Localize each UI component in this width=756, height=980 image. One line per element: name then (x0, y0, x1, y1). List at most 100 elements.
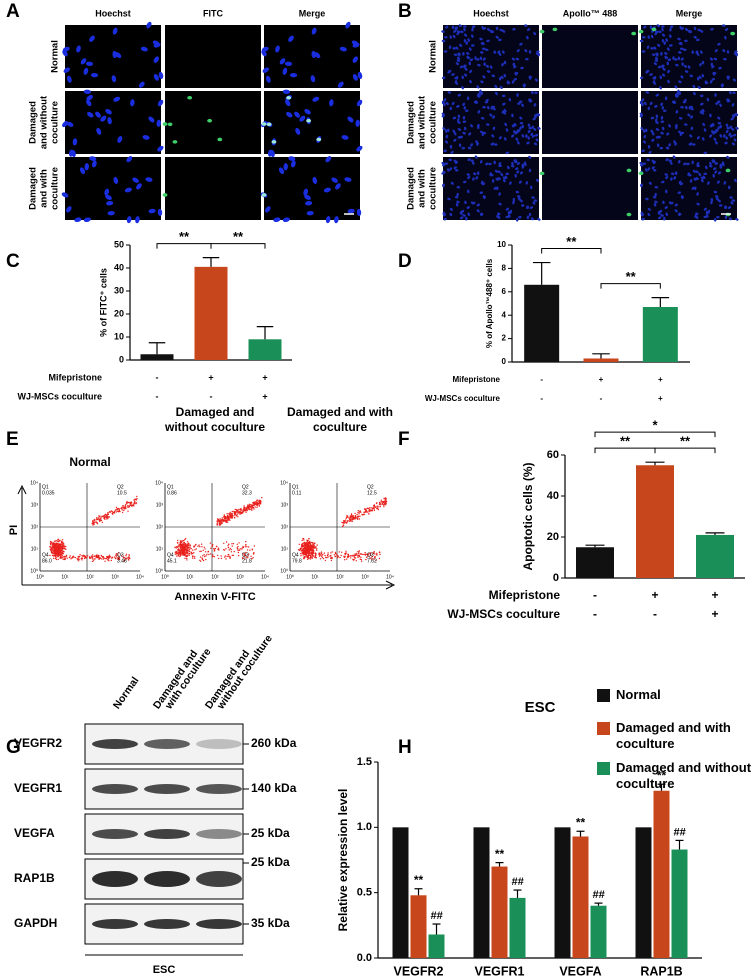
nucleus (516, 49, 520, 53)
x-tick-label: 10³ (111, 574, 119, 580)
nucleus (459, 43, 463, 47)
nucleus (445, 101, 449, 106)
micrograph (443, 157, 539, 220)
event-dot (307, 542, 310, 544)
nucleus (651, 166, 655, 170)
nucleus (282, 67, 288, 75)
nucleus (504, 175, 508, 179)
event-dot (230, 516, 232, 518)
nucleus (497, 212, 501, 216)
event-dot (322, 554, 324, 556)
event-dot (234, 516, 236, 519)
x-tick-label: 10⁰ (161, 574, 169, 580)
event-dot (303, 543, 305, 545)
event-dot (124, 558, 127, 560)
event-dot (128, 556, 130, 558)
nucleus (696, 162, 700, 166)
y-tick-label: 6 (502, 287, 507, 296)
nucleus (157, 208, 163, 217)
event-dot (101, 515, 103, 518)
nucleus (448, 158, 453, 162)
nucleus (731, 103, 735, 107)
nucleus (712, 174, 715, 178)
nucleus (528, 100, 533, 103)
quadrant-value: 0.035 (42, 490, 55, 496)
event-dot (184, 542, 187, 545)
nucleus (645, 91, 650, 94)
event-dot (373, 509, 376, 512)
event-dot (177, 539, 179, 542)
event-dot (195, 548, 197, 550)
event-dot (352, 518, 355, 520)
nucleus (532, 201, 536, 205)
nucleus (294, 111, 300, 118)
nucleus (722, 49, 726, 53)
event-dot (251, 504, 253, 506)
event-dot (65, 545, 67, 548)
event-dot (243, 553, 246, 555)
nucleus (729, 125, 733, 129)
micrograph (264, 157, 360, 220)
event-dot (227, 545, 229, 547)
event-dot (337, 556, 339, 558)
event-dot (302, 552, 305, 555)
nucleus (496, 186, 499, 191)
nucleus (711, 123, 715, 127)
blot-band (92, 919, 138, 929)
nucleus (442, 183, 445, 188)
nucleus (665, 146, 670, 150)
nucleus (470, 159, 474, 162)
event-dot (131, 505, 133, 507)
event-dot (204, 548, 206, 550)
nucleus (683, 123, 688, 126)
event-dot (359, 515, 361, 517)
nucleus (476, 209, 480, 213)
event-dot (116, 508, 119, 510)
event-dot (94, 558, 96, 560)
event-dot (190, 551, 192, 554)
nucleus (677, 89, 680, 94)
nucleus (687, 113, 691, 117)
x-tick-label: 10² (336, 574, 344, 580)
event-dot (104, 557, 106, 560)
nucleus (462, 102, 466, 107)
group-label: ESC (153, 964, 176, 976)
event-dot (55, 556, 57, 559)
nucleus (278, 167, 285, 175)
y-tick-label: 40 (114, 262, 124, 272)
condition-value: - (593, 588, 597, 602)
event-dot (309, 558, 312, 560)
nucleus (701, 60, 705, 65)
nucleus (347, 116, 354, 123)
blot-band (196, 829, 242, 839)
nucleus (678, 117, 683, 120)
nucleus (655, 52, 659, 55)
nucleus (463, 25, 467, 28)
nucleus (130, 99, 135, 107)
nucleus (470, 201, 475, 205)
nucleus (157, 99, 164, 107)
event-dot (351, 520, 354, 522)
event-dot (248, 546, 250, 548)
event-dot (314, 547, 316, 549)
nucleus (657, 216, 662, 220)
event-dot (237, 551, 240, 554)
nucleus (669, 34, 672, 38)
nucleus (262, 67, 270, 73)
nucleus (488, 162, 492, 166)
event-dot (241, 510, 243, 512)
nucleus (667, 79, 670, 84)
nucleus (679, 25, 682, 30)
event-dot (377, 506, 379, 508)
event-dot (55, 549, 57, 551)
nucleus (519, 42, 523, 46)
y-tick-label: 10⁰ (155, 568, 163, 574)
nucleus (725, 136, 728, 140)
nucleus (273, 217, 281, 223)
nucleus (527, 123, 531, 127)
nucleus (698, 172, 702, 177)
event-dot (321, 555, 323, 557)
nucleus (464, 67, 468, 71)
significance-label: * (652, 418, 658, 433)
event-dot (63, 544, 65, 547)
